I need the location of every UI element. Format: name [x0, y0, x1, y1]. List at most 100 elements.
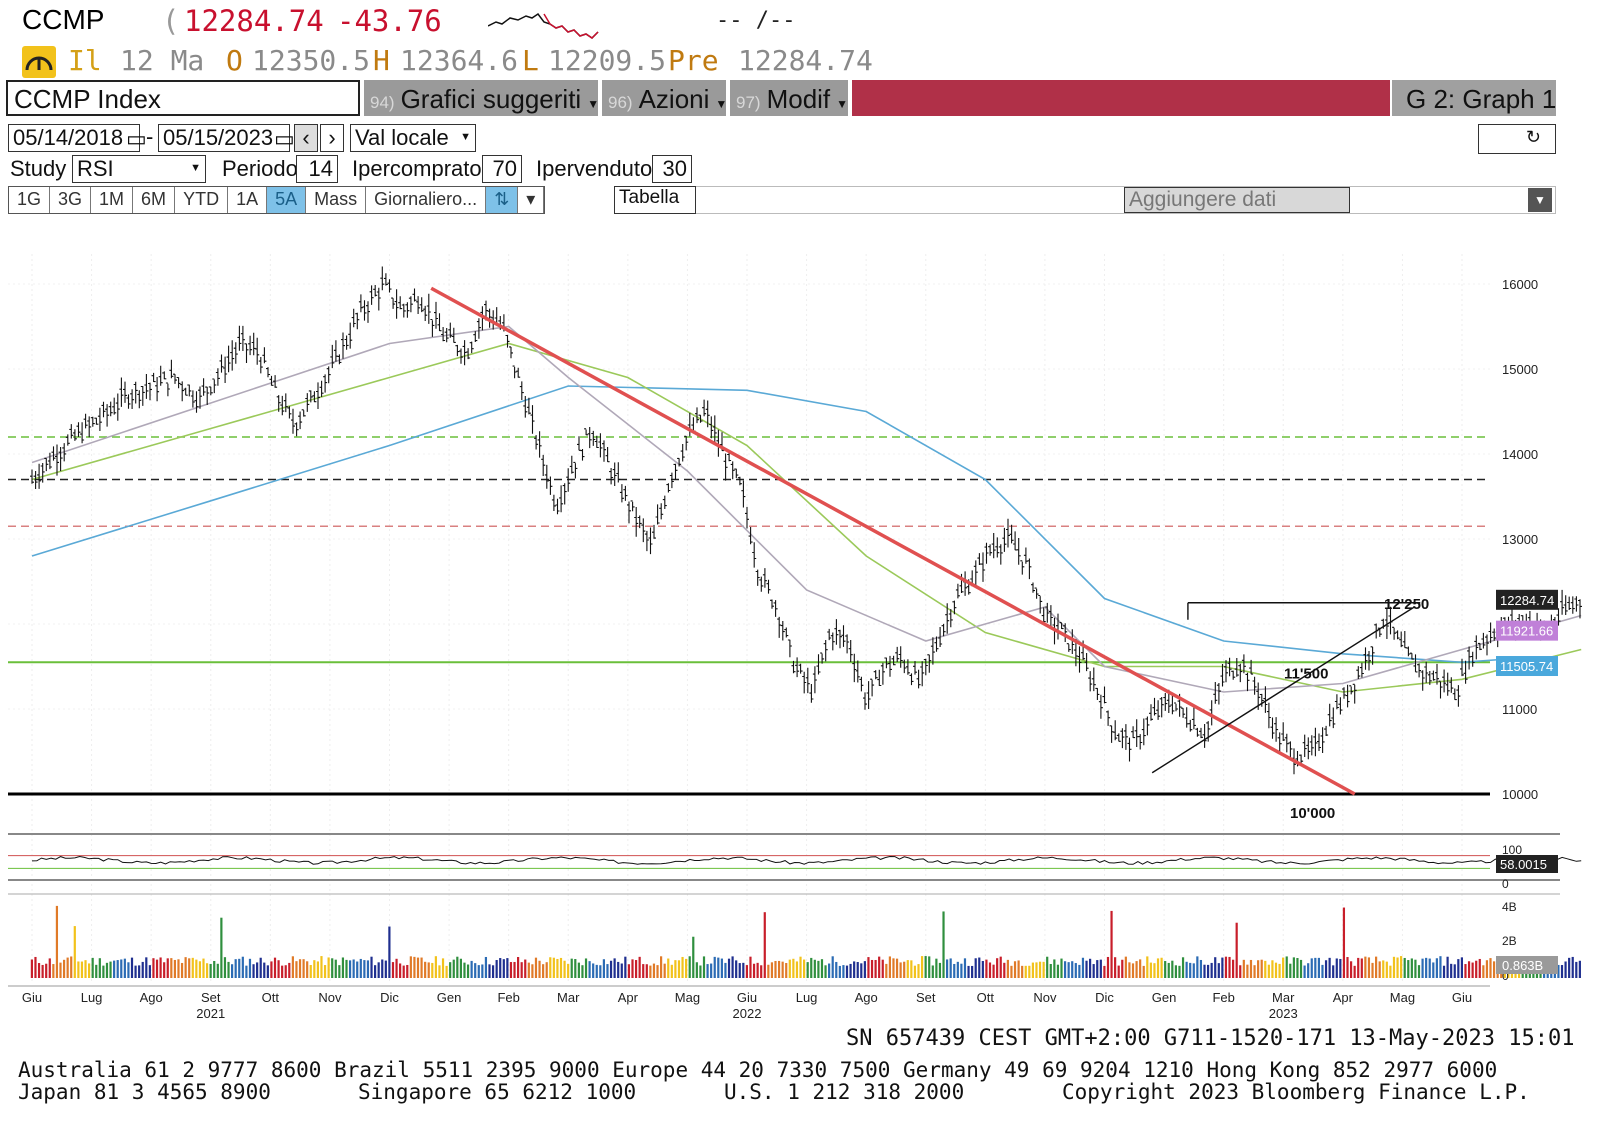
- volume-bar: [717, 957, 720, 978]
- date-to-field[interactable]: 05/15/2023: [158, 124, 290, 152]
- volume-bar: [1392, 956, 1396, 978]
- actions-menu[interactable]: 96) Azioni ▼: [602, 80, 727, 116]
- year-label: 2022: [733, 1006, 762, 1021]
- oversold-input[interactable]: 30: [652, 155, 692, 183]
- volume-bar: [1092, 964, 1095, 978]
- volume-bar: [906, 960, 909, 978]
- graph-label: G 2: Graph 1: [1406, 84, 1557, 114]
- volume-bar: [1006, 959, 1009, 978]
- volume-bar: [277, 960, 280, 978]
- volume-bar: [1382, 960, 1385, 978]
- volume-bar: [1121, 959, 1124, 978]
- range-tab[interactable]: 6M: [133, 187, 176, 213]
- volume-bar: [363, 960, 366, 978]
- month-label: Giu: [737, 990, 757, 1005]
- table-button[interactable]: Tabella: [614, 186, 696, 214]
- add-data-input[interactable]: Aggiungere dati: [1124, 187, 1350, 213]
- volume-bar: [1071, 961, 1074, 978]
- volume-bar: [645, 964, 648, 978]
- next-period-button[interactable]: ›: [320, 124, 344, 152]
- date-from-field[interactable]: 05/14/2018: [8, 124, 140, 152]
- volume-bar: [788, 959, 791, 978]
- paren: (: [162, 4, 180, 38]
- volume-bar: [1189, 962, 1192, 978]
- edit-menu[interactable]: 97) Modif ▼: [730, 80, 848, 116]
- volume-bar: [981, 960, 984, 978]
- volume-bar: [98, 958, 101, 978]
- chevron-down-icon: ▼: [587, 97, 600, 111]
- volume-bar: [928, 956, 931, 978]
- price-change: -43.76: [337, 4, 442, 38]
- range-tab[interactable]: Giornaliero...: [366, 187, 487, 213]
- volume-bar: [130, 957, 134, 978]
- volume-bar: [620, 963, 623, 978]
- volume-bar: [1289, 963, 1292, 978]
- volume-bar: [642, 964, 645, 978]
- volume-bar: [567, 963, 570, 978]
- range-tab[interactable]: YTD: [175, 187, 229, 213]
- volume-bar: [413, 956, 416, 978]
- volume-bar: [853, 961, 856, 978]
- security-field[interactable]: CCMP Index: [6, 80, 360, 116]
- range-tab[interactable]: Mass: [306, 187, 367, 213]
- calendar-icon[interactable]: ▭: [126, 126, 147, 151]
- month-label: Ago: [140, 990, 163, 1005]
- range-tab[interactable]: 3G: [50, 187, 92, 213]
- volume-bar: [288, 962, 291, 978]
- volume-bar: [1078, 964, 1081, 978]
- refresh-icon: ↻: [1525, 127, 1541, 147]
- calendar-icon[interactable]: ▭: [274, 126, 295, 151]
- volume-bar: [55, 905, 59, 978]
- range-tab[interactable]: 1M: [91, 187, 134, 213]
- volume-bar: [1013, 961, 1017, 978]
- range-tab[interactable]: 1A: [228, 187, 268, 213]
- graph-selector[interactable]: G 2: Graph 1: [1392, 80, 1556, 116]
- volume-bar: [388, 926, 391, 978]
- volume-bar: [1367, 957, 1371, 978]
- chart-area[interactable]: 12'250 11'500 10'000 16000 15000 14000 13000 1…: [0, 214, 1600, 1044]
- volume-bar: [1489, 958, 1492, 978]
- period-input[interactable]: 14: [296, 155, 338, 183]
- volume-bar: [588, 961, 591, 978]
- refresh-button[interactable]: ↻: [1478, 124, 1556, 154]
- volume-bar: [509, 962, 513, 978]
- volume-bar: [1264, 960, 1267, 978]
- month-label: Nov: [1033, 990, 1057, 1005]
- volume-bar: [141, 961, 144, 978]
- volume-bar: [1099, 959, 1102, 978]
- volume-bar: [967, 965, 970, 978]
- volume-bar: [1196, 956, 1199, 978]
- rsi-bottom-label: 0: [1502, 877, 1509, 891]
- sort-icon[interactable]: ⇅: [486, 187, 519, 213]
- contact-japan: Japan 81 3 4565 8900: [18, 1080, 271, 1104]
- volume-bar: [695, 962, 698, 978]
- month-label: Nov: [318, 990, 342, 1005]
- volume-bar: [1135, 961, 1138, 978]
- volume-bar: [1038, 961, 1042, 978]
- currency-select[interactable]: Val locale ▼: [350, 124, 476, 152]
- volume-bar: [449, 962, 452, 978]
- volume-bar: [359, 958, 362, 978]
- overbought-input[interactable]: 70: [482, 155, 522, 183]
- menu-label: Modif: [766, 84, 831, 114]
- prev-period-button[interactable]: ‹: [294, 124, 318, 152]
- range-tab[interactable]: 1G: [9, 187, 51, 213]
- volume-bar: [188, 958, 191, 978]
- volume-bar: [595, 964, 598, 978]
- chevron-down-icon[interactable]: ▼: [1528, 188, 1552, 212]
- range-tab[interactable]: 5A: [267, 187, 307, 213]
- volume-bar: [470, 960, 473, 978]
- volume-bar: [1153, 963, 1156, 978]
- volume-bar: [1199, 959, 1203, 978]
- study-select[interactable]: RSI ▼: [72, 155, 206, 183]
- volume-bar: [159, 957, 162, 978]
- volume-bar: [942, 911, 945, 978]
- period-value: 14: [308, 156, 333, 181]
- suggested-charts-menu[interactable]: 94) Grafici suggeriti ▼: [364, 80, 600, 116]
- volume-bar: [860, 963, 863, 978]
- volume-bar: [895, 958, 899, 978]
- dropdown-icon[interactable]: ▾: [518, 187, 545, 213]
- volume-bar: [102, 965, 105, 978]
- volume-bar: [931, 965, 934, 978]
- volume-bar: [1232, 959, 1235, 978]
